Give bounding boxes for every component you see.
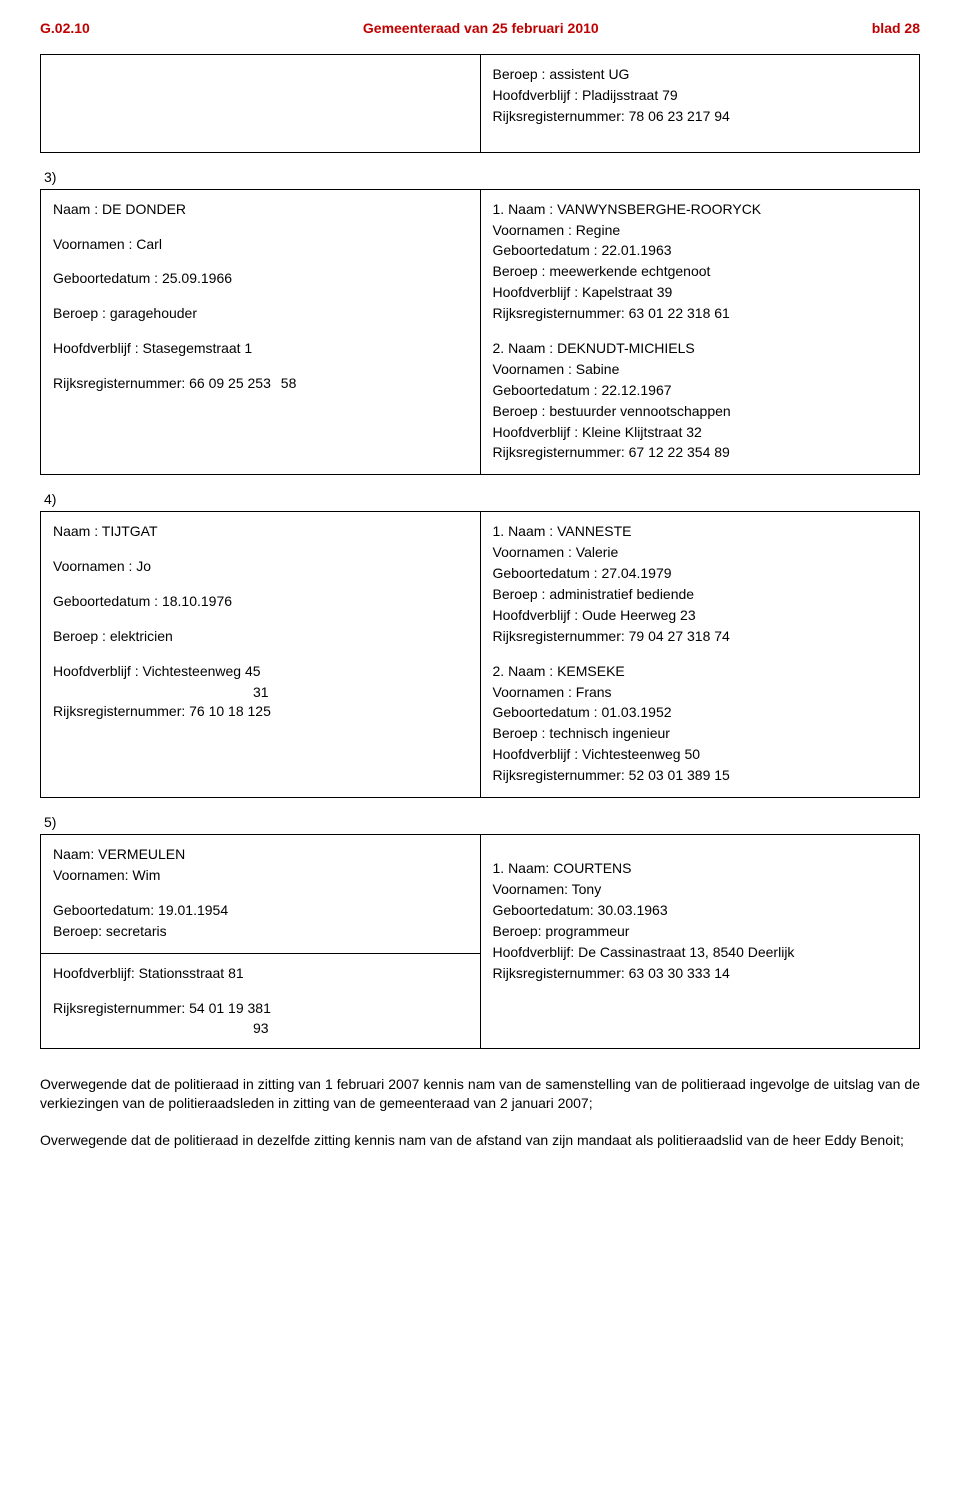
s4r1-l3: Beroep : administratief bediende: [493, 585, 908, 604]
section-4-left: Naam : TIJTGAT Voornamen : Jo Geboorteda…: [41, 512, 481, 798]
s4r2-l4: Hoofdverblijf : Vichtesteenweg 50: [493, 745, 908, 764]
s4r1-l1: Voornamen : Valerie: [493, 543, 908, 562]
s4-beroep: Beroep : elektricien: [53, 627, 468, 646]
section-3-table: Naam : DE DONDER Voornamen : Carl Geboor…: [40, 189, 920, 476]
s3r1-l1: Voornamen : Regine: [493, 221, 908, 240]
s4-rr: Rijksregisternummer: 76 10 18 125: [53, 702, 468, 721]
section-4-num: 4): [44, 491, 920, 507]
s3-beroep: Beroep : garagehouder: [53, 304, 468, 323]
s3r2-l4: Hoofdverblijf : Kleine Klijtstraat 32: [493, 423, 908, 442]
s3r2-l1: Voornamen : Sabine: [493, 360, 908, 379]
header-center: Gemeenteraad van 25 februari 2010: [363, 20, 599, 36]
s5-naam: Naam: VERMEULEN: [53, 845, 468, 864]
s4r1-l5: Rijksregisternummer: 79 04 27 318 74: [493, 627, 908, 646]
s5-hoofd: Hoofdverblijf: Stationsstraat 81: [53, 964, 468, 983]
s5r1-l3: Beroep: programmeur: [493, 922, 908, 941]
top-line-2: Hoofdverblijf : Pladijsstraat 79: [493, 86, 908, 105]
s4-voornamen: Voornamen : Jo: [53, 557, 468, 576]
s4r2-l3: Beroep : technisch ingenieur: [493, 724, 908, 743]
section-3-num: 3): [44, 169, 920, 185]
section-4-right: 1. Naam : VANNESTE Voornamen : Valerie G…: [480, 512, 920, 798]
s4-hoofd: Hoofdverblijf : Vichtesteenweg 45: [53, 662, 468, 681]
s3r2-l2: Geboortedatum : 22.12.1967: [493, 381, 908, 400]
s4-naam: Naam : TIJTGAT: [53, 522, 468, 541]
s3r1-l0: 1. Naam : VANWYNSBERGHE-ROORYCK: [493, 200, 908, 219]
s5-voornamen: Voornamen: Wim: [53, 866, 468, 885]
s4r2-l0: 2. Naam : KEMSEKE: [493, 662, 908, 681]
s5-beroep: Beroep: secretaris: [53, 922, 468, 941]
s3-voornamen: Voornamen : Carl: [53, 235, 468, 254]
header-right: blad 28: [872, 20, 920, 36]
header-left: G.02.10: [40, 20, 90, 36]
section-5-right: 1. Naam: COURTENS Voornamen: Tony Geboor…: [480, 835, 920, 1049]
s5r1-l5: Rijksregisternummer: 63 03 30 333 14: [493, 964, 908, 983]
top-box-right-cell: Beroep : assistent UG Hoofdverblijf : Pl…: [480, 55, 920, 153]
s4-rr-mid: 31: [253, 683, 468, 702]
s5-rr-suffix: 93: [253, 1019, 468, 1038]
top-box-left-cell: [41, 55, 481, 153]
paragraph-1: Overwegende dat de politieraad in zittin…: [40, 1075, 920, 1113]
section-5-table: Naam: VERMEULEN Voornamen: Wim Geboorted…: [40, 834, 920, 1049]
s4r1-l0: 1. Naam : VANNESTE: [493, 522, 908, 541]
s3-geboorte: Geboortedatum : 25.09.1966: [53, 269, 468, 288]
section-5-left-bottom: Hoofdverblijf: Stationsstraat 81 Rijksre…: [41, 953, 481, 1049]
s5-geboorte: Geboortedatum: 19.01.1954: [53, 901, 468, 920]
section-3-right: 1. Naam : VANWYNSBERGHE-ROORYCK Voorname…: [480, 189, 920, 475]
s3r2-l5: Rijksregisternummer: 67 12 22 354 89: [493, 443, 908, 462]
s5r1-l4: Hoofdverblijf: De Cassinastraat 13, 8540…: [493, 943, 908, 962]
s5r1-l1: Voornamen: Tony: [493, 880, 908, 899]
s3-rr: Rijksregisternummer: 66 09 25 253 58: [53, 374, 468, 393]
s3-naam: Naam : DE DONDER: [53, 200, 468, 219]
top-line-3: Rijksregisternummer: 78 06 23 217 94: [493, 107, 908, 126]
s4r2-l1: Voornamen : Frans: [493, 683, 908, 702]
s3r1-l5: Rijksregisternummer: 63 01 22 318 61: [493, 304, 908, 323]
s3r2-l3: Beroep : bestuurder vennootschappen: [493, 402, 908, 421]
section-5-left-top: Naam: VERMEULEN Voornamen: Wim Geboorted…: [41, 835, 481, 954]
s3r1-l3: Beroep : meewerkende echtgenoot: [493, 262, 908, 281]
section-5-num: 5): [44, 814, 920, 830]
s5r1-l2: Geboortedatum: 30.03.1963: [493, 901, 908, 920]
section-3-left: Naam : DE DONDER Voornamen : Carl Geboor…: [41, 189, 481, 475]
section-4-table: Naam : TIJTGAT Voornamen : Jo Geboorteda…: [40, 511, 920, 798]
s4r1-l2: Geboortedatum : 27.04.1979: [493, 564, 908, 583]
s4r1-l4: Hoofdverblijf : Oude Heerweg 23: [493, 606, 908, 625]
paragraph-2: Overwegende dat de politieraad in dezelf…: [40, 1131, 920, 1150]
s3r2-l0: 2. Naam : DEKNUDT-MICHIELS: [493, 339, 908, 358]
s5-rr: Rijksregisternummer: 54 01 19 381: [53, 999, 468, 1018]
s5r1-l0: 1. Naam: COURTENS: [493, 859, 908, 878]
s3r1-l4: Hoofdverblijf : Kapelstraat 39: [493, 283, 908, 302]
top-line-1: Beroep : assistent UG: [493, 65, 908, 84]
s3-hoofd: Hoofdverblijf : Stasegemstraat 1: [53, 339, 468, 358]
s4r2-l2: Geboortedatum : 01.03.1952: [493, 703, 908, 722]
page-header: G.02.10 Gemeenteraad van 25 februari 201…: [40, 20, 920, 36]
s4r2-l5: Rijksregisternummer: 52 03 01 389 15: [493, 766, 908, 785]
s4-geboorte: Geboortedatum : 18.10.1976: [53, 592, 468, 611]
s3r1-l2: Geboortedatum : 22.01.1963: [493, 241, 908, 260]
top-box-table: Beroep : assistent UG Hoofdverblijf : Pl…: [40, 54, 920, 153]
